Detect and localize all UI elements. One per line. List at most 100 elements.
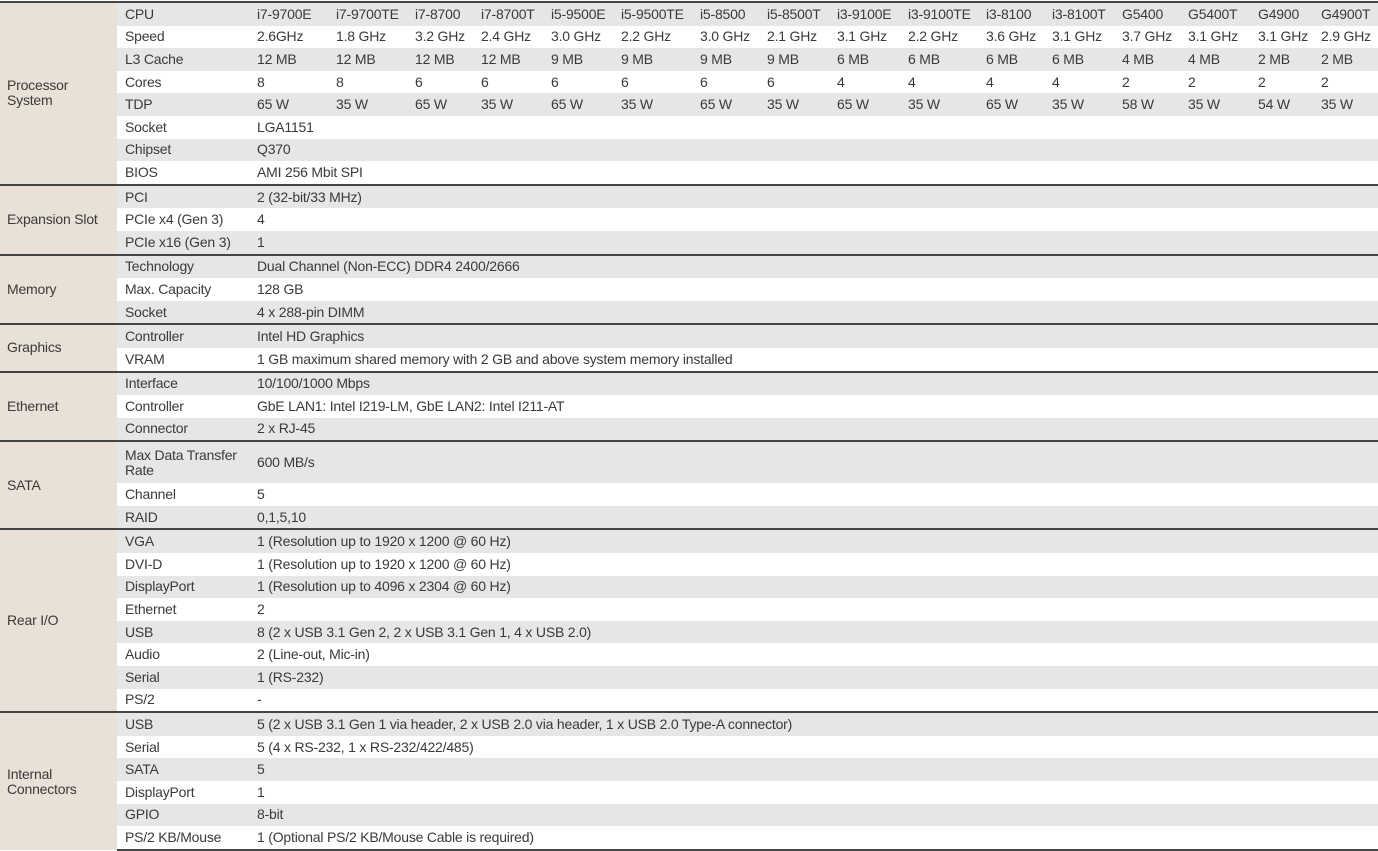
spec-value: 35 W xyxy=(763,93,833,116)
spec-value: G5400T xyxy=(1184,1,1254,26)
spec-value: - xyxy=(253,688,1378,713)
spec-label: Cores xyxy=(117,70,253,94)
spec-value: 35 W xyxy=(1317,93,1378,116)
spec-value: 3.2 GHz xyxy=(411,25,477,49)
spec-label: Serial xyxy=(117,735,253,759)
spec-row: GPIO 8-bit xyxy=(0,803,1378,827)
spec-value: 5 xyxy=(253,758,1378,781)
spec-row: Rear I/O VGA 1 (Resolution up to 1920 x 12… xyxy=(0,528,1378,713)
spec-value: 6 MB xyxy=(833,48,904,71)
spec-value: 8-bit xyxy=(253,803,1378,827)
spec-value: G4900T xyxy=(1317,1,1378,26)
spec-label: PS/2 xyxy=(117,688,253,713)
spec-label: Serial xyxy=(117,666,253,689)
spec-label: PCI xyxy=(117,183,253,209)
spec-label: VGA xyxy=(117,528,253,554)
spec-value: G5400 xyxy=(1118,1,1184,26)
spec-row: PS/2- xyxy=(0,688,1378,713)
spec-value: 65 W xyxy=(696,93,763,116)
spec-value: 5 xyxy=(253,483,1378,506)
spec-value: 4 xyxy=(904,70,982,94)
spec-row: PCIe x16 (Gen 3) 1 xyxy=(0,230,1378,255)
spec-row: Controller GbE LAN1: Intel I219-LM, GbE L… xyxy=(0,395,1378,418)
spec-label: USB xyxy=(117,711,253,736)
spec-value: 35 W xyxy=(904,93,982,116)
spec-value: 2 x RJ-45 xyxy=(253,417,1378,442)
spec-row: PS/2 KB/Mouse 1 (Optional PS/2 KB/Mouse C… xyxy=(0,826,1378,851)
spec-row: Socket LGA1151 xyxy=(0,115,1378,139)
spec-value: i5-8500T xyxy=(763,1,833,26)
spec-value: 6 xyxy=(696,70,763,94)
spec-value: 58 W xyxy=(1118,93,1184,116)
spec-row: Max. Capacity 128 GB xyxy=(0,278,1378,301)
spec-value: 2.2 GHz xyxy=(617,25,696,49)
spec-value: 4 xyxy=(982,70,1048,94)
spec-value: 1 xyxy=(253,230,1378,255)
spec-row: Ethernet Interface 10/100/1000 Mbps xyxy=(0,370,1378,442)
spec-value: 9 MB xyxy=(547,48,617,71)
spec-value: 3.1 GHz xyxy=(1254,25,1317,49)
spec-value: 1 (Resolution up to 4096 x 2304 @ 60 Hz) xyxy=(253,575,1378,599)
spec-row: Serial 1 (RS-232) xyxy=(0,666,1378,689)
spec-label: Chipset xyxy=(117,138,253,162)
spec-value: 1 (RS-232) xyxy=(253,666,1378,689)
spec-label: Socket xyxy=(117,115,253,139)
spec-value: 0,1,5,10 xyxy=(253,505,1378,530)
section-heading: Processor System xyxy=(0,1,117,185)
spec-value: 2 xyxy=(1184,70,1254,94)
spec-value: 8 (2 x USB 3.1 Gen 2, 2 x USB 3.1 Gen 1,… xyxy=(253,620,1378,644)
spec-value: 4 MB xyxy=(1118,48,1184,71)
spec-row: L3 Cache 12 MB 12 MB 12 MB 12 MB 9 MB 9 MB 9 MB… xyxy=(0,48,1378,71)
spec-value: 128 GB xyxy=(253,278,1378,301)
spec-row: Cores 8 8 6 6 6 6 6 6 4 4 4 4 2 2 2 2 xyxy=(0,70,1378,94)
spec-value: 2.9 GHz xyxy=(1317,25,1378,49)
spec-value: 12 MB xyxy=(477,48,547,71)
spec-value: 2 MB xyxy=(1317,48,1378,71)
spec-value: 2 xyxy=(1254,70,1317,94)
spec-value: 2.2 GHz xyxy=(904,25,982,49)
spec-value: 1 (Resolution up to 1920 x 1200 @ 60 Hz) xyxy=(253,528,1378,554)
spec-row: DVI-D 1 (Resolution up to 1920 x 1200 @ 6… xyxy=(0,553,1378,576)
spec-row: Serial 5 (4 x RS-232, 1 x RS-232/422/485) xyxy=(0,735,1378,759)
spec-value: GbE LAN1: Intel I219-LM, GbE LAN2: Intel… xyxy=(253,395,1378,418)
spec-label: SATA xyxy=(117,758,253,781)
spec-value: 1 xyxy=(253,781,1378,804)
spec-value: 4 xyxy=(253,208,1378,231)
spec-label: PCIe x4 (Gen 3) xyxy=(117,208,253,231)
spec-row: Socket 4 x 288-pin DIMM xyxy=(0,300,1378,325)
spec-value: 1.8 GHz xyxy=(332,25,411,49)
spec-label: RAID xyxy=(117,505,253,530)
spec-label: PS/2 KB/Mouse xyxy=(117,826,253,851)
spec-label: Speed xyxy=(117,25,253,49)
spec-value: 35 W xyxy=(617,93,696,116)
spec-row: Ethernet 2 xyxy=(0,598,1378,621)
spec-value: 4 xyxy=(1048,70,1118,94)
spec-value: 4 xyxy=(833,70,904,94)
section-heading: Expansion Slot xyxy=(0,183,117,255)
spec-value: 6 MB xyxy=(1048,48,1118,71)
spec-value: Dual Channel (Non-ECC) DDR4 2400/2666 xyxy=(253,253,1378,279)
spec-value: 5 (2 x USB 3.1 Gen 1 via header, 2 x USB… xyxy=(253,711,1378,736)
spec-value: 65 W xyxy=(833,93,904,116)
spec-row: Chipset Q370 xyxy=(0,138,1378,162)
spec-value: 65 W xyxy=(982,93,1048,116)
spec-value: 5 (4 x RS-232, 1 x RS-232/422/485) xyxy=(253,735,1378,759)
spec-value: i7-9700TE xyxy=(332,1,411,26)
spec-value: 65 W xyxy=(253,93,332,116)
spec-value: i5-9500E xyxy=(547,1,617,26)
spec-value: 35 W xyxy=(1048,93,1118,116)
spec-row: Channel 5 xyxy=(0,483,1378,506)
spec-row: RAID 0,1,5,10 xyxy=(0,505,1378,530)
spec-value: 6 xyxy=(547,70,617,94)
spec-value: G4900 xyxy=(1254,1,1317,26)
section-heading: Rear I/O xyxy=(0,528,117,713)
spec-value: 2 xyxy=(1317,70,1378,94)
spec-label: DisplayPort xyxy=(117,575,253,599)
spec-label: Max Data Transfer Rate xyxy=(117,440,253,484)
spec-value: 2 (Line-out, Mic-in) xyxy=(253,643,1378,667)
spec-label: VRAM xyxy=(117,347,253,372)
spec-value: 35 W xyxy=(477,93,547,116)
spec-value: i7-9700E xyxy=(253,1,332,26)
spec-value: 6 MB xyxy=(982,48,1048,71)
